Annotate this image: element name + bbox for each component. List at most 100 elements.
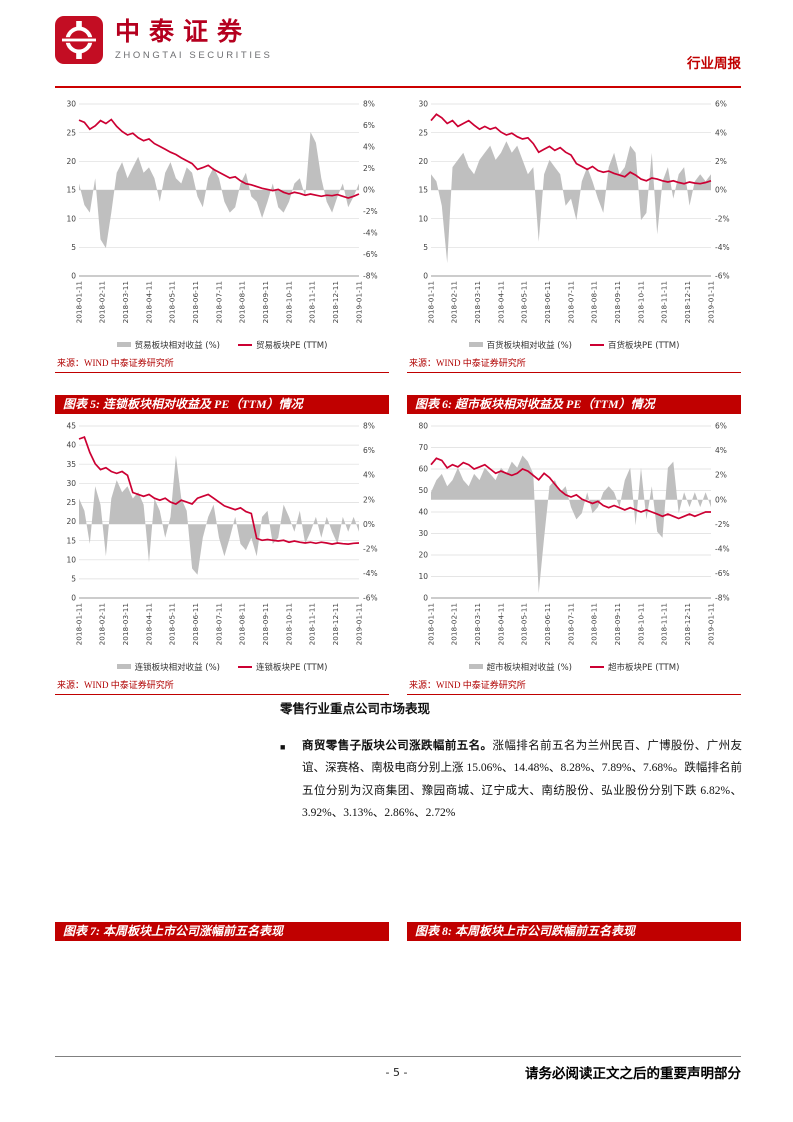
svg-text:30: 30 [66,100,76,109]
svg-text:4%: 4% [715,128,727,137]
paragraph-lead: 商贸零售子版块公司涨跌幅前五名。 [302,740,493,752]
trade-pe-chart: 30 25 20 15 10 5 0 8% 6% 4% 2% 0% -2% -4% -6% -8% 2018-0… [55,96,389,338]
svg-text:2018-07-11: 2018-07-11 [566,281,575,323]
svg-text:2019-01-11: 2019-01-11 [706,603,715,645]
svg-text:10: 10 [66,214,76,223]
zhongtai-logo-icon [55,16,103,64]
svg-text:0: 0 [71,272,76,281]
figure7-title-bar: 图表 7: 本周板块上市公司涨幅前五名表现 [55,922,389,941]
svg-text:2018-02-11: 2018-02-11 [98,603,107,645]
svg-text:15: 15 [66,536,76,545]
svg-text:2019-01-11: 2019-01-11 [354,281,363,323]
svg-text:0: 0 [423,272,428,281]
svg-text:2018-02-11: 2018-02-11 [450,281,459,323]
svg-text:-8%: -8% [715,594,730,603]
svg-text:-2%: -2% [363,545,378,554]
svg-text:2018-02-11: 2018-02-11 [98,281,107,323]
section-heading: 零售行业重点公司市场表现 [280,702,431,716]
svg-text:-2%: -2% [715,214,730,223]
figure-chain: 图表 5: 连锁板块相对收益及 PE（TTM）情况 45 40 35 30 25 20 15… [55,395,389,695]
svg-text:2018-11-11: 2018-11-11 [308,281,317,323]
svg-text:-4%: -4% [363,569,378,578]
chain-chart-legend: 连锁板块相对收益 (%) 连锁板块PE (TTM) [55,660,389,673]
svg-text:0: 0 [423,594,428,603]
source-note: 来源：WIND 中泰证券研究所 [55,351,389,373]
svg-text:2018-04-11: 2018-04-11 [144,603,153,645]
svg-text:15: 15 [418,186,428,195]
svg-text:70: 70 [418,443,428,452]
svg-text:5: 5 [71,575,76,584]
svg-text:2018-07-11: 2018-07-11 [214,281,223,323]
svg-text:5: 5 [423,243,428,252]
legend-line-label: 贸易板块PE (TTM) [256,340,328,351]
svg-text:45: 45 [66,422,76,431]
line-swatch-icon [590,665,604,668]
svg-text:10: 10 [66,555,76,564]
svg-text:2018-04-11: 2018-04-11 [496,603,505,645]
svg-text:-6%: -6% [715,569,730,578]
area-swatch-icon [468,342,483,347]
brand-name-en: ZHONGTAI SECURITIES [115,49,273,61]
figure6-title-bar: 图表 6: 超市板块相对收益及 PE（TTM）情况 [407,395,741,414]
figure-department-store: 30 25 20 15 10 5 0 6% 4% 2% 0% -2% -4% -6% 2018-01-11 2… [407,96,741,373]
trade-chart-legend: 贸易板块相对收益 (%) 贸易板块PE (TTM) [55,338,389,351]
supermarket-pe-chart: 80 70 60 50 40 30 20 10 0 6% 4% 2% 0% -2% -4% -6% -8% 201… [407,418,741,660]
svg-text:20: 20 [418,551,428,560]
svg-text:2018-02-11: 2018-02-11 [450,603,459,645]
svg-text:-2%: -2% [363,207,378,216]
svg-text:0: 0 [71,594,76,603]
header-rule [55,86,741,88]
svg-text:20: 20 [66,517,76,526]
svg-text:2018-10-11: 2018-10-11 [636,603,645,645]
figure-trade: 30 25 20 15 10 5 0 8% 6% 4% 2% 0% -2% -4% -6% -8% 2018-0… [55,96,389,373]
header: 中泰证券 ZHONGTAI SECURITIES 行业周报 [55,16,741,72]
svg-text:2018-11-11: 2018-11-11 [660,281,669,323]
legend-line-label: 超市板块PE (TTM) [608,662,680,673]
market-performance-section: 零售行业重点公司市场表现 ■ 商贸零售子版块公司涨跌幅前五名。涨幅排名前五名为兰… [280,698,742,825]
svg-text:2018-04-11: 2018-04-11 [144,281,153,323]
legend-area-label: 百货板块相对收益 (%) [486,340,572,351]
svg-text:30: 30 [66,479,76,488]
svg-text:-8%: -8% [363,272,378,281]
svg-text:0%: 0% [363,186,375,195]
legend-area-label: 贸易板块相对收益 (%) [134,340,220,351]
svg-text:2018-03-11: 2018-03-11 [121,281,130,323]
figure8-title-bar: 图表 8: 本周板块上市公司跌幅前五名表现 [407,922,741,941]
svg-text:80: 80 [418,422,428,431]
svg-text:2018-03-11: 2018-03-11 [121,603,130,645]
svg-text:50: 50 [418,486,428,495]
svg-text:6%: 6% [363,446,375,455]
svg-text:2018-12-11: 2018-12-11 [331,603,340,645]
svg-text:8%: 8% [363,100,375,109]
svg-text:20: 20 [418,157,428,166]
svg-text:2018-06-11: 2018-06-11 [543,281,552,323]
svg-text:2%: 2% [715,471,727,480]
brand-name-cn: 中泰证券 [115,19,252,47]
brand-text: 中泰证券 ZHONGTAI SECURITIES [115,19,272,61]
source-note: 来源：WIND 中泰证券研究所 [407,351,741,373]
legend-line-label: 连锁板块PE (TTM) [256,662,328,673]
svg-text:10: 10 [418,572,428,581]
legend-area-label: 连锁板块相对收益 (%) [134,662,220,673]
disclaimer-text: 请务必阅读正文之后的重要声明部分 [525,1066,741,1081]
bullet-marker: ■ [280,742,286,752]
svg-text:-6%: -6% [363,594,378,603]
svg-text:35: 35 [66,460,76,469]
svg-text:2018-10-11: 2018-10-11 [284,281,293,323]
legend-area-label: 超市板块相对收益 (%) [486,662,572,673]
svg-text:2018-10-11: 2018-10-11 [636,281,645,323]
svg-text:2018-05-11: 2018-05-11 [520,603,529,645]
footer-rule [55,1056,741,1057]
svg-text:-4%: -4% [715,545,730,554]
svg-text:40: 40 [418,508,428,517]
paragraph-body: 涨幅排名前五名为兰州民百、广博股份、广州友谊、深赛格、南极电商分别上涨 15.0… [302,740,743,820]
svg-text:-6%: -6% [363,250,378,259]
chain-pe-chart: 45 40 35 30 25 20 15 10 5 0 8% 6% 4% 2% 0% -2% -4% -6% 201… [55,418,389,660]
source-note: 来源：WIND 中泰证券研究所 [55,673,389,695]
svg-text:2018-10-11: 2018-10-11 [284,603,293,645]
department-chart-legend: 百货板块相对收益 (%) 百货板块PE (TTM) [407,338,741,351]
bottom-figure-bars: 图表 7: 本周板块上市公司涨幅前五名表现 图表 8: 本周板块上市公司跌幅前五… [55,922,741,945]
svg-text:2018-06-11: 2018-06-11 [543,603,552,645]
svg-text:2018-09-11: 2018-09-11 [613,281,622,323]
